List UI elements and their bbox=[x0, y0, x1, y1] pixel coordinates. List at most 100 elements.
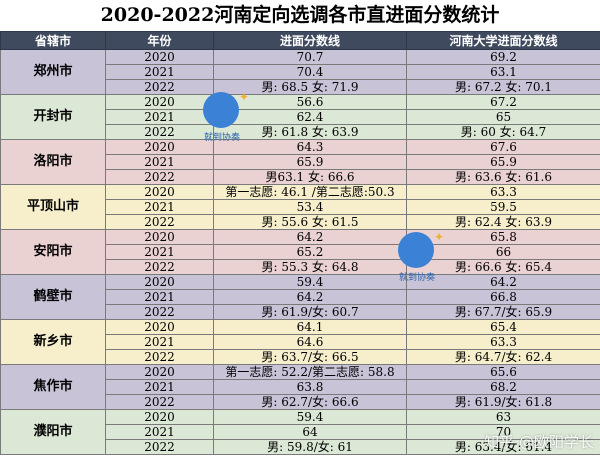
table-row: 2021 63.8 68.2 bbox=[0, 379, 600, 395]
watermark-text: 就到协奏 bbox=[203, 133, 240, 143]
henu-score-cell: 69.2 bbox=[406, 49, 600, 65]
table-row: 鹤壁市 2020 59.4 64.2 bbox=[0, 274, 600, 320]
year-cell: 2022 bbox=[105, 214, 214, 230]
henu-score-cell: 男: 64.7/女: 62.4 bbox=[406, 349, 600, 365]
henu-score-cell: 63.1 bbox=[406, 64, 600, 80]
table-row: 洛阳市 2020 64.3 67.6 bbox=[0, 139, 600, 185]
table-row: 2021 64 70 bbox=[0, 424, 600, 440]
score-cell: 70.7 bbox=[213, 49, 407, 65]
table-row: 濮阳市 2020 59.4 63 bbox=[0, 409, 600, 455]
score-cell: 65.9 bbox=[213, 154, 407, 170]
henu-score-cell: 67.2 bbox=[406, 94, 600, 110]
year-cell: 2020 bbox=[105, 229, 214, 245]
year-cell: 2020 bbox=[105, 184, 214, 200]
score-cell: 男: 63.7/女: 66.5 bbox=[213, 349, 407, 365]
city-name: 平顶山市 bbox=[0, 184, 106, 230]
star-icon: ✦ bbox=[434, 230, 445, 244]
henu-score-cell: 男: 61.9/女: 61.8 bbox=[406, 394, 600, 410]
table-row: 2021 65.9 65.9 bbox=[0, 154, 600, 170]
city-name: 鹤壁市 bbox=[0, 274, 106, 320]
year-cell: 2020 bbox=[105, 364, 214, 380]
henu-score-cell: 59.5 bbox=[406, 199, 600, 215]
zhihu-watermark: 知乎 @欧阳学长 bbox=[484, 433, 594, 451]
henu-score-cell: 65.9 bbox=[406, 154, 600, 170]
city-name: 洛阳市 bbox=[0, 139, 106, 185]
city-name: 濮阳市 bbox=[0, 409, 106, 455]
score-cell: 男: 55.6 女: 61.5 bbox=[213, 214, 407, 230]
henu-score-cell: 65 bbox=[406, 109, 600, 125]
table-row: 2021 62.4 65 bbox=[0, 109, 600, 125]
year-cell: 2021 bbox=[105, 379, 214, 395]
henu-score-cell: 男: 62.4 女: 63.9 bbox=[406, 214, 600, 230]
year-cell: 2020 bbox=[105, 274, 214, 290]
table-row: 2022 男63.1 女: 66.6 男: 63.6 女: 61.6 bbox=[0, 169, 600, 185]
table-row: 2021 53.4 59.5 bbox=[0, 199, 600, 215]
henu-score-cell: 男: 63.4/女: 61.4 bbox=[406, 439, 600, 455]
table-row: 2022 男: 61.9/女: 60.7 男: 67.7/女: 65.9 bbox=[0, 304, 600, 320]
score-cell: 64.1 bbox=[213, 319, 407, 335]
score-cell: 70.4 bbox=[213, 64, 407, 80]
table-row: 2021 70.4 63.1 bbox=[0, 64, 600, 80]
header-city: 省辖市 bbox=[0, 31, 106, 50]
watermark-logo: ✦ 就到协奏 bbox=[392, 230, 445, 294]
city-name: 安阳市 bbox=[0, 229, 106, 275]
score-cell: 63.8 bbox=[213, 379, 407, 395]
henu-score-cell: 男: 60 女: 64.7 bbox=[406, 124, 600, 140]
year-cell: 2020 bbox=[105, 409, 214, 425]
year-cell: 2022 bbox=[105, 169, 214, 185]
table-row: 2022 男: 59.8/女: 61 男: 63.4/女: 61.4 bbox=[0, 439, 600, 455]
table-row: 焦作市 2020 第一志愿: 52.2/第二志愿: 58.8 65.6 bbox=[0, 364, 600, 410]
year-cell: 2022 bbox=[105, 259, 214, 275]
year-cell: 2020 bbox=[105, 49, 214, 65]
table-row: 2022 男: 62.7/女: 66.6 男: 61.9/女: 61.8 bbox=[0, 394, 600, 410]
score-cell: 64.6 bbox=[213, 334, 407, 350]
score-cell: 第一志愿: 46.1 /第二志愿:50.3 bbox=[213, 184, 407, 200]
year-cell: 2022 bbox=[105, 439, 214, 455]
city-name: 郑州市 bbox=[0, 49, 106, 95]
header-henu-score: 河南大学进面分数线 bbox=[406, 31, 600, 50]
score-cell: 男: 61.9/女: 60.7 bbox=[213, 304, 407, 320]
table-row: 安阳市 2020 64.2 65.8 bbox=[0, 229, 600, 275]
henu-score-cell: 65.4 bbox=[406, 319, 600, 335]
table-row: 2021 64.6 63.3 bbox=[0, 334, 600, 350]
henu-score-cell: 63 bbox=[406, 409, 600, 425]
score-cell: 53.4 bbox=[213, 199, 407, 215]
year-cell: 2022 bbox=[105, 349, 214, 365]
table-row: 开封市 2020 56.6 67.2 bbox=[0, 94, 600, 140]
logo-circle-icon bbox=[203, 92, 239, 128]
page-title: 2020-2022河南定向选调各市直进面分数统计 bbox=[0, 0, 600, 31]
table-row: 2021 64.2 66.8 bbox=[0, 289, 600, 305]
score-cell: 男: 62.7/女: 66.6 bbox=[213, 394, 407, 410]
score-cell: 64.3 bbox=[213, 139, 407, 155]
table-header-row: 省辖市 年份 进面分数线 河南大学进面分数线 bbox=[0, 31, 600, 50]
henu-score-cell: 65.6 bbox=[406, 364, 600, 380]
score-cell: 65.2 bbox=[213, 244, 407, 260]
table-row: 2022 男: 55.6 女: 61.5 男: 62.4 女: 63.9 bbox=[0, 214, 600, 230]
score-cell: 64.2 bbox=[213, 229, 407, 245]
year-cell: 2022 bbox=[105, 394, 214, 410]
logo-circle-icon bbox=[398, 232, 434, 268]
table-row: 新乡市 2020 64.1 65.4 bbox=[0, 319, 600, 365]
henu-score-cell: 67.6 bbox=[406, 139, 600, 155]
city-name: 焦作市 bbox=[0, 364, 106, 410]
henu-score-cell: 63.3 bbox=[406, 184, 600, 200]
score-cell: 男: 59.8/女: 61 bbox=[213, 439, 407, 455]
year-cell: 2021 bbox=[105, 334, 214, 350]
city-name: 开封市 bbox=[0, 94, 106, 140]
score-cell: 59.4 bbox=[213, 409, 407, 425]
henu-score-cell: 63.3 bbox=[406, 334, 600, 350]
city-name: 新乡市 bbox=[0, 319, 106, 365]
score-cell: 64 bbox=[213, 424, 407, 440]
henu-score-cell: 男: 67.2 女: 70.1 bbox=[406, 79, 600, 95]
henu-score-cell: 男: 67.7/女: 65.9 bbox=[406, 304, 600, 320]
score-cell: 第一志愿: 52.2/第二志愿: 58.8 bbox=[213, 364, 407, 380]
year-cell: 2021 bbox=[105, 424, 214, 440]
year-cell: 2021 bbox=[105, 64, 214, 80]
year-cell: 2021 bbox=[105, 154, 214, 170]
table-row: 平顶山市 2020 第一志愿: 46.1 /第二志愿:50.3 63.3 bbox=[0, 184, 600, 230]
henu-score-cell: 男: 63.6 女: 61.6 bbox=[406, 169, 600, 185]
year-cell: 2021 bbox=[105, 199, 214, 215]
year-cell: 2021 bbox=[105, 244, 214, 260]
score-table: 省辖市 年份 进面分数线 河南大学进面分数线 郑州市 2020 70.7 69.2 20… bbox=[0, 31, 600, 455]
year-cell: 2020 bbox=[105, 319, 214, 335]
